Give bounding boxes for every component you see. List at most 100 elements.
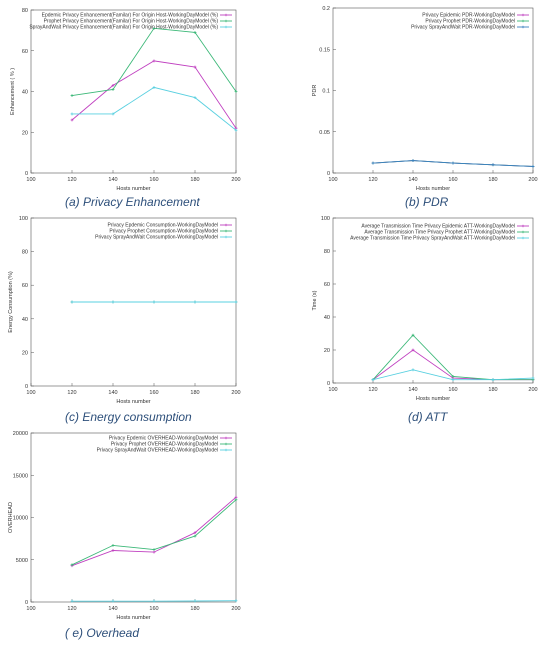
x-tick-label: 160 xyxy=(149,390,158,396)
chart-energy-consumption: 100 120 140 160 180 200 0 20 40 60 80 100 Hosts numb… xyxy=(8,216,241,424)
series-line xyxy=(71,60,237,129)
legend-marker xyxy=(521,236,525,240)
data-point xyxy=(152,548,156,552)
legend-marker xyxy=(224,25,228,29)
legend-label: Average Transmission Time Privacy Prophe… xyxy=(364,230,515,236)
legend-label: Privacy Epdemic Consumption-WorkingDayMo… xyxy=(107,223,218,229)
legend-label: SprayAndWait Privacy Enhancement(Familar… xyxy=(29,25,218,31)
series-line xyxy=(372,334,533,381)
x-tick-label: 160 xyxy=(149,606,158,612)
x-tick-label: 160 xyxy=(448,177,457,183)
y-tick-label: 0 xyxy=(327,171,330,177)
data-point xyxy=(111,88,115,91)
x-tick-label: 140 xyxy=(108,606,117,612)
y-tick-label: 0.1 xyxy=(322,89,330,95)
legend-label: Privacy SprayAndWait OVERHEAD-WorkingDay… xyxy=(97,448,218,454)
legend-marker xyxy=(521,19,525,23)
y-tick-label: 20 xyxy=(22,130,28,136)
data-point xyxy=(70,300,74,304)
data-point xyxy=(234,128,238,132)
data-point xyxy=(152,300,156,304)
data-point xyxy=(451,375,455,378)
y-tick-label: 80 xyxy=(324,249,330,255)
data-point xyxy=(411,368,415,372)
y-tick-label: 40 xyxy=(324,315,330,321)
data-point xyxy=(70,112,74,116)
y-tick-label: 100 xyxy=(321,216,330,222)
legend-label: Prophet Privacy Enhancement(Familar) For… xyxy=(44,19,219,25)
data-point xyxy=(152,59,156,63)
legend-marker xyxy=(521,230,525,234)
data-point xyxy=(193,65,197,69)
legend-marker xyxy=(521,25,525,29)
series-line xyxy=(71,499,237,566)
plot-frame xyxy=(30,432,237,603)
data-point xyxy=(193,300,197,304)
figure-caption: ( e) Overhead xyxy=(65,626,139,640)
x-tick-label: 120 xyxy=(368,387,377,393)
y-tick-label: 15000 xyxy=(13,473,28,479)
y-tick-label: 40 xyxy=(22,90,28,96)
y-tick-label: 0 xyxy=(25,171,28,177)
data-point xyxy=(234,90,238,93)
y-axis-label: Time (s) xyxy=(312,290,318,310)
y-tick-label: 100 xyxy=(19,216,28,222)
legend-marker xyxy=(224,223,228,227)
y-tick-label: 20 xyxy=(22,350,28,356)
legend-label: Privacy Prophet Consumption-WorkingDayMo… xyxy=(109,229,218,235)
legend-marker xyxy=(224,13,228,17)
x-axis-label: Hosts number xyxy=(116,615,150,621)
x-axis-label: Hosts number xyxy=(116,399,150,405)
data-point xyxy=(491,378,495,382)
legend-marker xyxy=(521,224,525,228)
y-tick-label: 0 xyxy=(25,384,28,390)
data-point xyxy=(193,599,197,603)
data-point xyxy=(111,549,115,552)
data-point xyxy=(193,31,197,34)
data-point xyxy=(371,161,375,165)
data-point xyxy=(531,165,535,168)
data-point xyxy=(411,333,415,337)
data-point xyxy=(152,599,156,603)
y-tick-label: 60 xyxy=(324,282,330,288)
legend-marker xyxy=(224,19,228,23)
chart-pdr: 100 120 140 160 180 200 0 0.05 0.1 0.15 0.2 Hosts n… xyxy=(312,6,538,209)
x-tick-label: 100 xyxy=(26,177,35,183)
series-line xyxy=(71,496,237,567)
y-axis-label: OVERHEAD xyxy=(8,502,14,533)
x-tick-label: 180 xyxy=(488,177,497,183)
legend-label: Average Transmission Time Privacy SprayA… xyxy=(350,236,515,242)
x-tick-label: 100 xyxy=(26,390,35,396)
legend-label: Privacy Prophet PDR-WorkingDayModel xyxy=(425,19,515,25)
legend-marker xyxy=(224,442,228,446)
figure-caption: (d) ATT xyxy=(408,410,449,424)
y-tick-label: 20000 xyxy=(13,431,28,437)
data-point xyxy=(451,378,455,382)
legend-marker xyxy=(224,229,228,233)
legend-marker xyxy=(224,436,228,440)
x-axis-label: Hosts number xyxy=(416,396,450,402)
plot-frame xyxy=(332,7,534,174)
data-point xyxy=(152,86,156,89)
y-axis-label: PDR xyxy=(312,85,318,97)
plot-frame xyxy=(30,9,237,174)
legend-marker xyxy=(224,235,228,239)
x-tick-label: 200 xyxy=(231,606,240,612)
y-tick-label: 60 xyxy=(22,283,28,289)
data-point xyxy=(371,378,375,382)
x-tick-label: 200 xyxy=(528,387,537,393)
legend-label: Average Transmission Time Privacy Epidem… xyxy=(361,224,515,230)
y-tick-label: 20 xyxy=(324,348,330,354)
x-tick-label: 180 xyxy=(190,390,199,396)
data-point xyxy=(111,83,115,87)
legend-marker xyxy=(521,13,525,17)
legend-label: Privacy SprayAndWait Consumption-Working… xyxy=(95,235,218,241)
x-tick-label: 160 xyxy=(149,177,158,183)
data-point xyxy=(111,599,115,603)
x-tick-label: 140 xyxy=(108,177,117,183)
x-tick-label: 140 xyxy=(408,177,417,183)
x-tick-label: 180 xyxy=(488,387,497,393)
x-axis-label: Hosts number xyxy=(416,186,450,192)
y-tick-label: 0.05 xyxy=(319,130,330,136)
